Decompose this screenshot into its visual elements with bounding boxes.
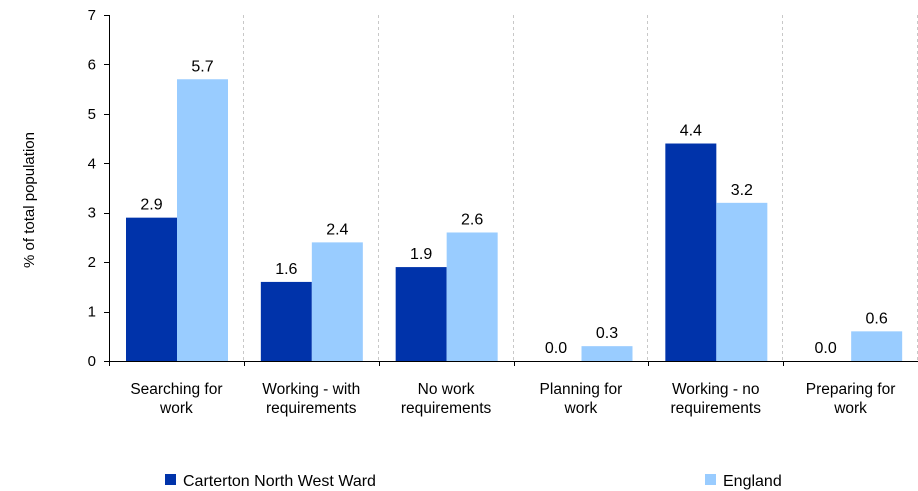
- legend: Carterton North West Ward England: [165, 473, 782, 490]
- data-label: 1.9: [410, 246, 432, 263]
- data-label: 2.6: [461, 211, 483, 228]
- y-tick-label: 5: [88, 106, 96, 123]
- category-label: Searching for: [130, 381, 222, 398]
- y-axis-label: % of total population: [21, 132, 38, 268]
- category-labels: Searching for work Working - with requireme…: [130, 381, 895, 417]
- data-label: 0.0: [815, 340, 837, 357]
- bars: [126, 79, 903, 361]
- data-label: 1.6: [275, 261, 297, 278]
- bar-england: [311, 242, 363, 361]
- category-label: work: [159, 400, 193, 417]
- category-label: requirements: [401, 400, 492, 417]
- bar-carterton: [395, 267, 447, 361]
- category-label: Planning for: [540, 381, 623, 398]
- bar-carterton: [260, 281, 312, 361]
- y-tick-label: 3: [88, 205, 96, 222]
- axes: [104, 15, 918, 366]
- legend-swatch-carterton: [165, 474, 176, 485]
- data-label: 3.2: [731, 182, 753, 199]
- bar-england: [716, 202, 768, 361]
- y-tick-label: 2: [88, 254, 96, 271]
- category-label: Working - no: [672, 381, 760, 398]
- y-tick-label: 1: [88, 304, 96, 321]
- data-label: 5.7: [191, 58, 213, 75]
- y-tick-label: 6: [88, 56, 96, 73]
- data-label: 2.9: [140, 197, 162, 214]
- category-label: work: [833, 400, 867, 417]
- bar-england: [177, 79, 228, 361]
- bar-carterton: [665, 143, 717, 361]
- legend-label: Carterton North West Ward: [183, 473, 376, 490]
- category-label: No work: [418, 381, 475, 398]
- data-label: 2.4: [326, 221, 348, 238]
- y-tick-label: 7: [88, 7, 96, 24]
- bar-carterton: [126, 217, 177, 361]
- y-tick-label: 4: [88, 155, 96, 172]
- data-label: 0.0: [545, 340, 567, 357]
- bar-england: [446, 232, 498, 361]
- category-label: requirements: [671, 400, 762, 417]
- category-label: work: [564, 400, 598, 417]
- y-tick-labels: 0 1 2 3 4 5 6 7: [88, 7, 96, 370]
- data-labels: 2.9 1.6 1.9 0.0 4.4 0.0 5.7 2.4 2.6 0.3 3.2 0.6: [140, 58, 888, 357]
- category-label: Preparing for: [806, 381, 896, 398]
- y-tick-label: 0: [88, 353, 96, 370]
- data-label: 0.3: [596, 325, 618, 342]
- data-label: 4.4: [680, 123, 702, 140]
- bar-england: [851, 331, 903, 361]
- category-label: requirements: [266, 400, 357, 417]
- bar-england: [581, 346, 633, 361]
- legend-label: England: [723, 473, 782, 490]
- category-label: Working - with: [262, 381, 360, 398]
- legend-swatch-england: [705, 474, 716, 485]
- data-label: 0.6: [866, 310, 888, 327]
